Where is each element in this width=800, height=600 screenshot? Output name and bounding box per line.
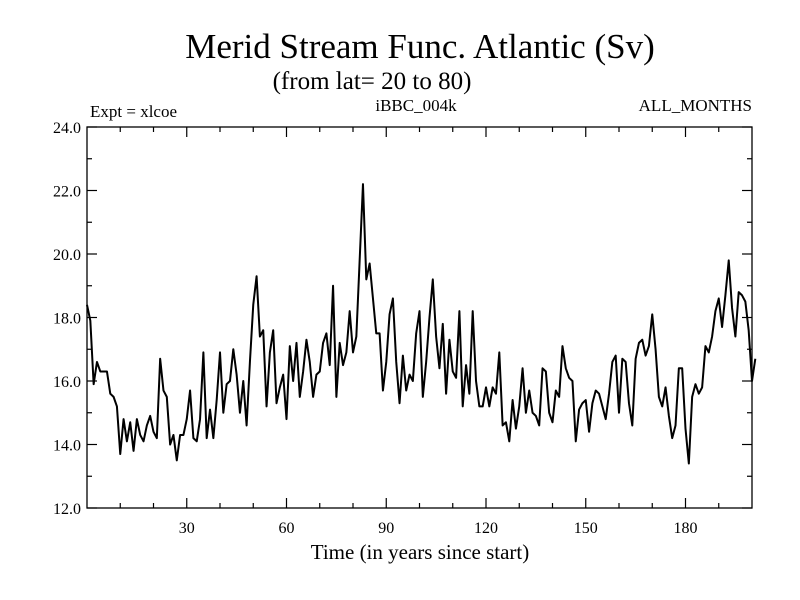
y-tick-label: 22.0 — [53, 184, 81, 201]
series-line — [86, 183, 757, 465]
y-tick-labels: 12.0 14.0 16.0 18.0 20.0 22.0 24.0 — [53, 120, 81, 518]
x-tick-label: 90 — [378, 520, 394, 537]
x-tick-label: 30 — [179, 520, 195, 537]
y-tick-label: 12.0 — [53, 501, 81, 518]
x-axis-label: Time (in years since start) — [311, 540, 530, 564]
axis-ticks — [87, 126, 752, 509]
months-label: ALL_MONTHS — [639, 96, 752, 115]
x-tick-labels: 30 60 90 120 150 180 — [179, 520, 698, 537]
chart-title: Merid Stream Func. Atlantic (Sv) — [185, 27, 655, 66]
x-tick-label: 180 — [674, 520, 698, 537]
y-tick-label: 14.0 — [53, 438, 81, 455]
y-tick-label: 20.0 — [53, 247, 81, 264]
y-tick-label: 24.0 — [53, 120, 81, 137]
y-tick-label: 16.0 — [53, 374, 81, 391]
x-tick-label: 60 — [279, 520, 295, 537]
x-tick-label: 150 — [574, 520, 598, 537]
y-tick-label: 18.0 — [53, 311, 81, 328]
dataset-label: iBBC_004k — [375, 96, 457, 115]
x-tick-label: 120 — [474, 520, 498, 537]
experiment-label: Expt = xlcoe — [90, 102, 177, 121]
chart-subtitle: (from lat= 20 to 80) — [273, 68, 472, 95]
